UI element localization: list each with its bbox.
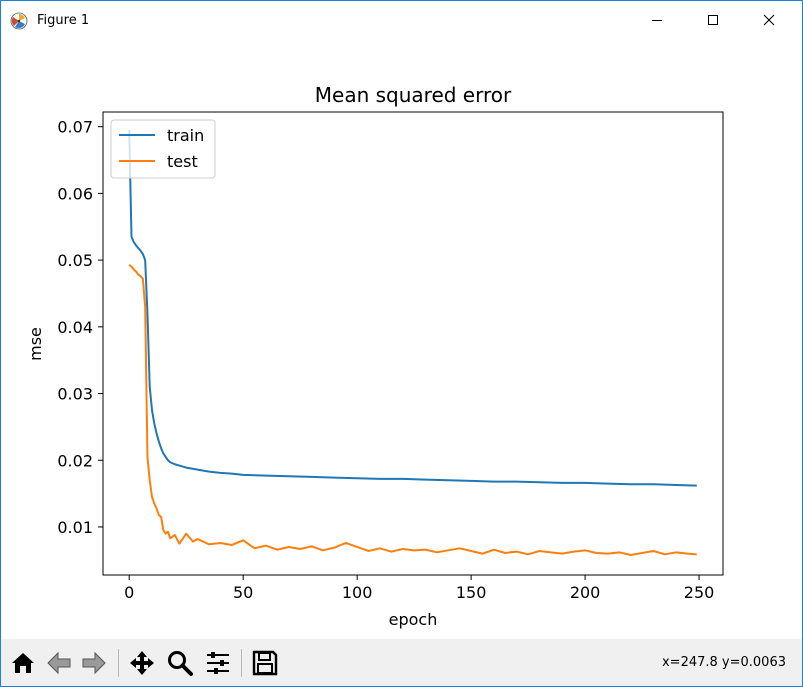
window-title: Figure 1 [37, 13, 90, 28]
y-tick-label: 0.05 [57, 251, 93, 270]
minimize-button[interactable] [634, 1, 680, 39]
x-axis-label: epoch [389, 610, 438, 629]
y-tick-label: 0.07 [57, 118, 93, 137]
x-tick-label: 100 [342, 583, 373, 602]
app-icon [10, 12, 28, 30]
maximize-button[interactable] [690, 1, 736, 39]
series-line-train [128, 129, 697, 487]
forward-button[interactable] [78, 647, 110, 679]
pan-icon [130, 651, 154, 675]
back-button[interactable] [43, 647, 75, 679]
mse-chart: Mean squared error 0 50 100 150 200 250 0.01 0… [26, 83, 724, 629]
toolbar-separator [118, 649, 119, 677]
save-icon [252, 650, 278, 676]
close-button[interactable] [746, 1, 792, 39]
back-arrow-icon [47, 651, 71, 675]
series-line-test [128, 264, 697, 556]
minimize-icon [652, 20, 662, 21]
y-tick-label: 0.06 [57, 184, 93, 203]
x-tick-label: 50 [233, 583, 253, 602]
x-tick-label: 150 [456, 583, 487, 602]
pan-button[interactable] [126, 647, 158, 679]
save-button[interactable] [249, 647, 281, 679]
close-icon [763, 14, 775, 26]
home-icon [12, 653, 34, 673]
x-tick-label: 250 [684, 583, 715, 602]
x-tick-label: 200 [570, 583, 601, 602]
maximize-icon [708, 15, 718, 25]
legend-label-test: test [167, 152, 198, 171]
figure-canvas[interactable]: Mean squared error 0 50 100 150 200 250 0.01 0… [1, 39, 802, 639]
y-tick-label: 0.02 [57, 451, 93, 470]
navigation-toolbar: x=247.8 y=0.0063 [1, 639, 802, 686]
cursor-coordinates: x=247.8 y=0.0063 [661, 655, 786, 670]
legend: train test [110, 119, 216, 179]
y-tick-label: 0.04 [57, 318, 93, 337]
subplots-icon [207, 652, 229, 674]
legend-label-train: train [167, 126, 204, 145]
y-tick-label: 0.03 [57, 385, 93, 404]
toolbar-separator [241, 649, 242, 677]
chart-title: Mean squared error [315, 83, 512, 107]
plot-frame [102, 111, 724, 576]
zoom-icon [168, 651, 193, 676]
y-tick-label: 0.01 [57, 518, 93, 537]
home-button[interactable] [7, 647, 39, 679]
forward-arrow-icon [82, 651, 106, 675]
zoom-button[interactable] [164, 647, 196, 679]
configure-subplots-button[interactable] [202, 647, 234, 679]
y-axis-label: mse [26, 327, 45, 361]
x-tick-label: 0 [124, 583, 134, 602]
title-bar[interactable]: Figure 1 [1, 1, 802, 39]
